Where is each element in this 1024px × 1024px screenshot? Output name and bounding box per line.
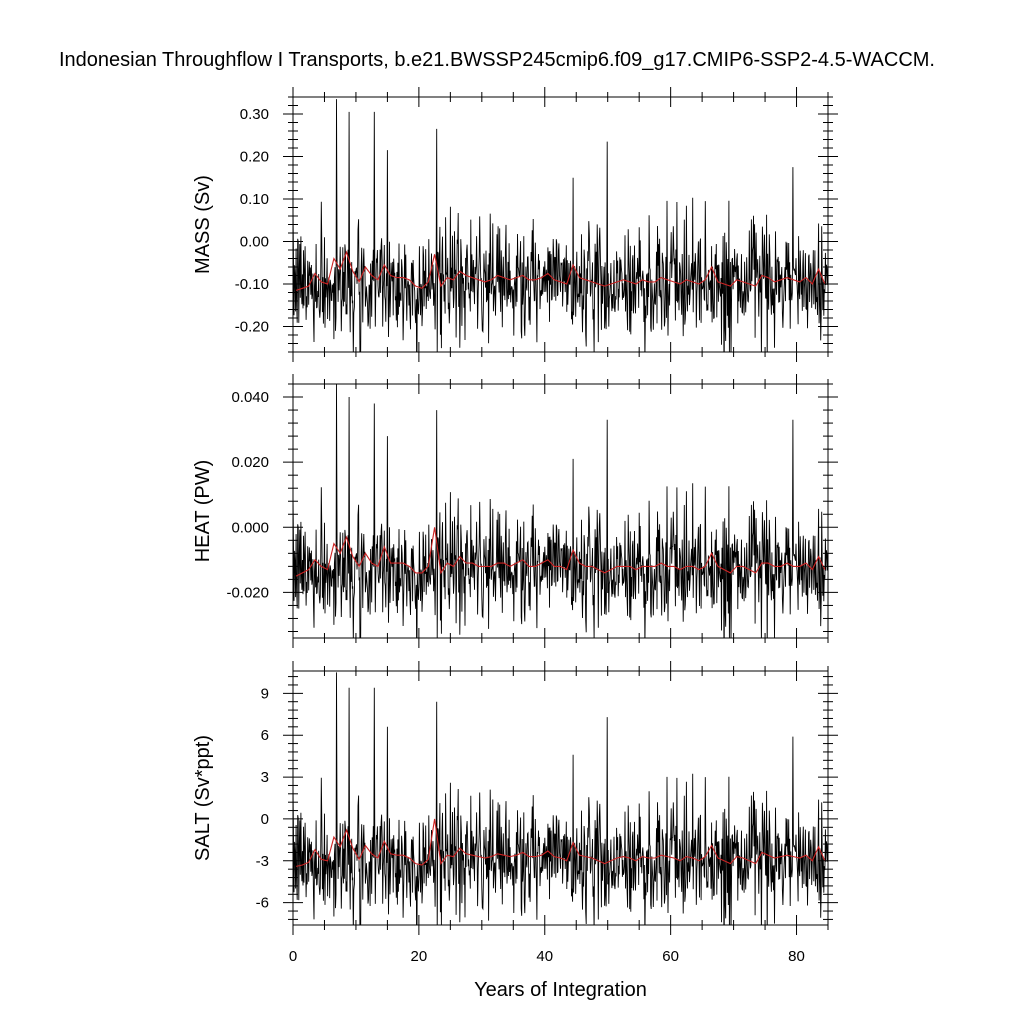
y-tick-label: 0.20 <box>240 149 269 166</box>
x-tick-label: 80 <box>788 948 805 965</box>
y-tick-label: 0 <box>261 811 269 828</box>
series-annual-mean-line <box>295 527 826 577</box>
y-tick-label: 0.30 <box>240 106 269 123</box>
series-monthly-line <box>293 384 828 638</box>
y-axis-label: HEAT (PW) <box>192 460 214 563</box>
panel-mass-sv: -0.20 -0.10 0.00 0.10 0.20 0.30 MASS (Sv) <box>192 87 838 362</box>
y-tick-label: -3 <box>256 853 269 870</box>
x-tick-label: 40 <box>536 948 553 965</box>
y-tick-label: -0.20 <box>235 319 269 336</box>
x-tick-label: 60 <box>662 948 679 965</box>
y-tick-label: 0.00 <box>240 234 269 251</box>
y-tick-label: -6 <box>256 895 269 912</box>
y-tick-label: -0.020 <box>226 584 269 601</box>
y-tick-label: 3 <box>261 769 269 786</box>
panels-container: -0.20 -0.10 0.00 0.10 0.20 0.30 MASS (Sv) -0.02… <box>192 87 838 1001</box>
y-axis-label: SALT (Sv*ppt) <box>192 735 214 861</box>
series-monthly-line <box>293 672 828 925</box>
x-tick-label: 20 <box>411 948 428 965</box>
y-tick-label: 0.10 <box>240 191 269 208</box>
y-tick-label: 6 <box>261 727 269 744</box>
y-tick-label: 9 <box>261 685 269 702</box>
x-axis-label: Years of Integration <box>474 979 647 1001</box>
panel-frame <box>292 96 829 353</box>
panel-frame <box>292 383 829 639</box>
panel-salt-sv-ppt: -6 -3 0 3 6 9 SALT (Sv*ppt) 0 20 40 60 80 Years of I… <box>192 661 838 1001</box>
y-tick-label: 0.020 <box>231 454 269 471</box>
y-tick-label: 0.040 <box>231 389 269 406</box>
series-annual-mean-line <box>295 818 826 867</box>
panel-frame <box>292 670 829 926</box>
series-monthly-line <box>293 99 828 352</box>
y-tick-label: 0.000 <box>231 519 269 536</box>
chart-title: Indonesian Throughflow I Transports, b.e… <box>59 49 935 71</box>
panel-heat-pw: -0.020 0.000 0.020 0.040 HEAT (PW) <box>192 374 838 648</box>
series-annual-mean-line <box>295 250 826 291</box>
y-axis-label: MASS (Sv) <box>192 175 214 274</box>
y-tick-label: -0.10 <box>235 276 269 293</box>
x-tick-label: 0 <box>289 948 297 965</box>
